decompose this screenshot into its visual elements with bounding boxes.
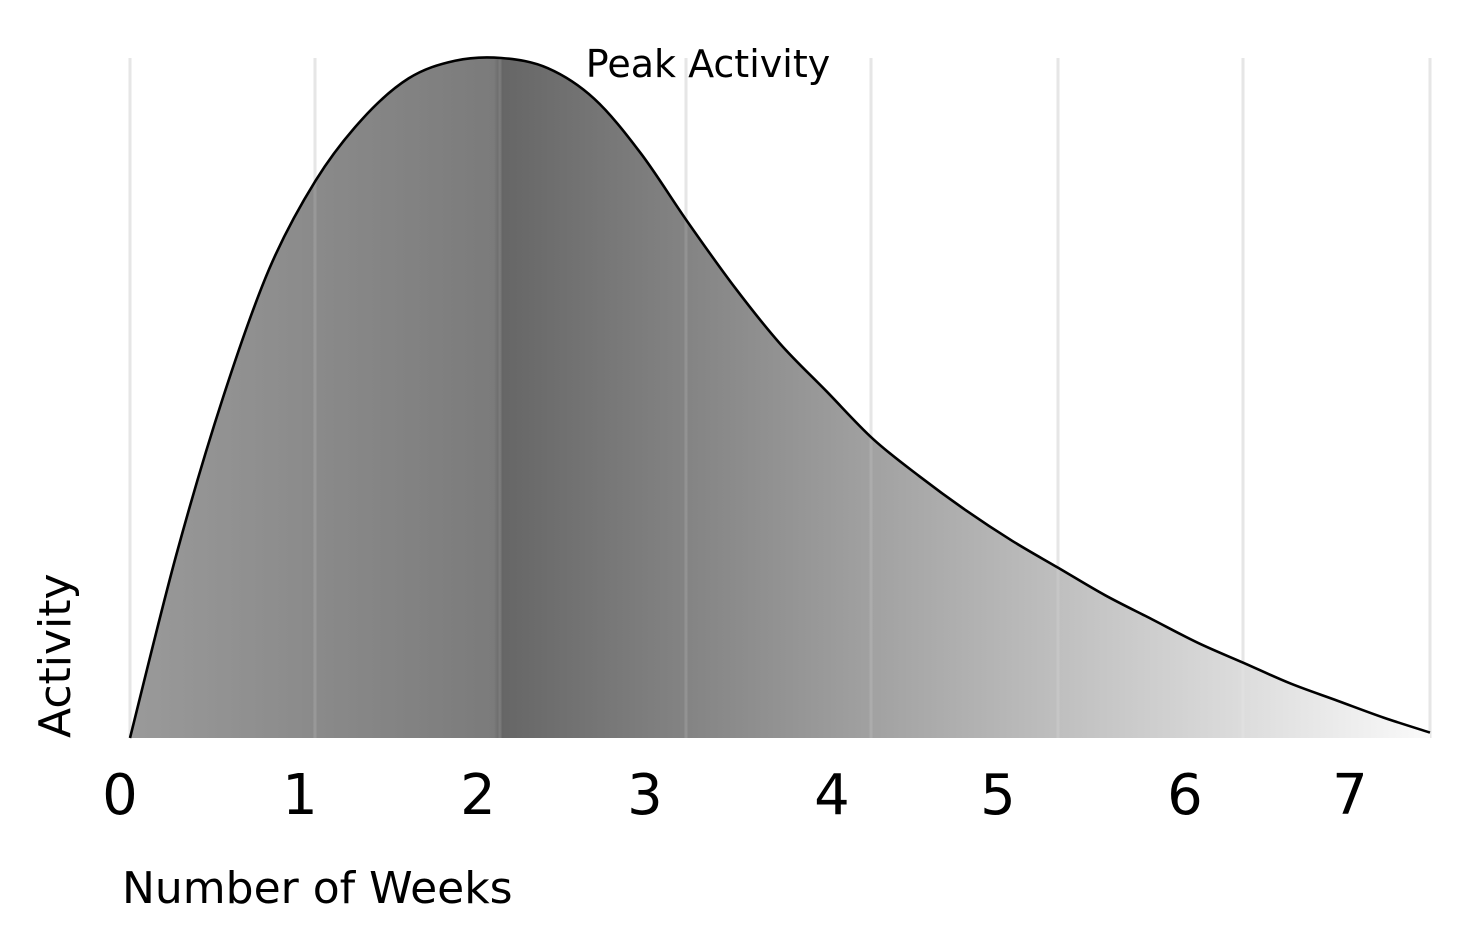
activity-area: [130, 57, 1430, 738]
x-tick-label-2: 2: [460, 763, 496, 828]
gridlines-overlay: [128, 58, 1432, 738]
x-tick-label-0: 0: [102, 763, 138, 828]
peak-annotation: Peak Activity: [586, 42, 830, 86]
y-axis-title: Activity: [30, 573, 81, 738]
activity-curve: [128, 56, 1431, 739]
x-tick-label-1: 1: [282, 763, 318, 828]
x-tick-labels: 0 1 2 3 4 5 6 7: [102, 763, 1368, 828]
x-tick-label-3: 3: [627, 763, 663, 828]
x-tick-label-5: 5: [980, 763, 1016, 828]
x-axis-title: Number of Weeks: [122, 863, 513, 914]
x-tick-label-4: 4: [814, 763, 850, 828]
x-tick-label-7: 7: [1332, 763, 1368, 828]
x-tick-label-6: 6: [1167, 763, 1203, 828]
